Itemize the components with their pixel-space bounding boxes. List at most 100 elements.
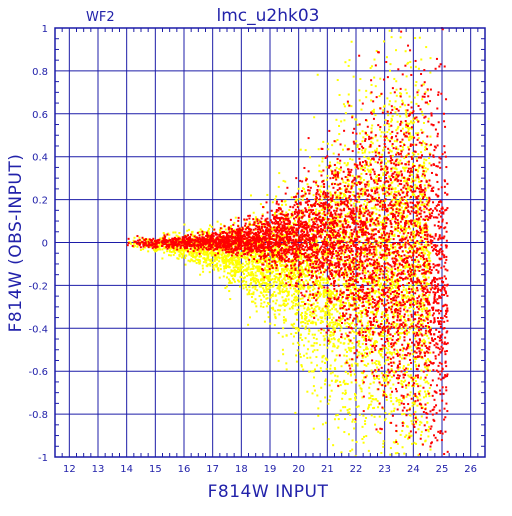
data-point	[382, 446, 384, 448]
data-point	[278, 172, 280, 174]
data-point	[420, 58, 422, 60]
data-point	[365, 435, 367, 437]
data-point	[295, 354, 297, 356]
data-point	[406, 235, 408, 237]
data-point	[375, 85, 377, 87]
data-point	[325, 292, 327, 294]
data-point	[387, 348, 389, 350]
data-point	[385, 273, 387, 275]
data-point	[300, 298, 302, 300]
data-point	[274, 198, 276, 200]
data-point	[172, 231, 174, 233]
data-point	[399, 199, 401, 201]
data-point	[249, 316, 251, 318]
data-point	[351, 322, 353, 324]
data-point	[297, 304, 299, 306]
data-point	[301, 285, 303, 287]
data-point	[351, 421, 353, 423]
data-point	[319, 202, 321, 204]
data-point	[252, 265, 254, 267]
data-point	[427, 358, 429, 360]
data-point	[169, 251, 171, 253]
data-point	[415, 422, 417, 424]
data-point	[364, 423, 366, 425]
data-point	[425, 159, 427, 161]
data-point	[339, 94, 341, 96]
data-point	[300, 356, 302, 358]
data-point	[174, 231, 176, 233]
data-point	[302, 187, 304, 189]
data-point	[388, 125, 390, 127]
data-point	[428, 277, 430, 279]
data-point	[346, 176, 348, 178]
data-point	[274, 314, 276, 316]
data-point	[320, 316, 322, 318]
data-point	[340, 237, 342, 239]
data-point	[348, 343, 350, 345]
data-point	[368, 397, 370, 399]
data-point	[224, 287, 226, 289]
data-point	[363, 349, 365, 351]
data-point	[319, 282, 321, 284]
data-point	[318, 330, 320, 332]
data-point	[358, 89, 360, 91]
data-point	[420, 281, 422, 283]
data-point	[392, 115, 394, 117]
data-point	[333, 239, 335, 241]
data-point	[231, 282, 233, 284]
data-point	[325, 357, 327, 359]
data-point	[233, 257, 235, 259]
data-point	[367, 363, 369, 365]
data-point	[334, 290, 336, 292]
data-point	[419, 198, 421, 200]
data-point	[402, 128, 404, 130]
data-point	[343, 342, 345, 344]
data-point	[267, 265, 269, 267]
data-point	[280, 282, 282, 284]
data-point	[374, 114, 376, 116]
data-point	[266, 259, 268, 261]
data-point	[426, 197, 428, 199]
data-point	[379, 95, 381, 97]
data-point	[295, 199, 297, 201]
data-point	[412, 286, 414, 288]
data-point	[385, 359, 387, 361]
data-point	[385, 119, 387, 121]
data-point	[344, 418, 346, 420]
data-point	[399, 257, 401, 259]
data-point	[402, 350, 404, 352]
data-point	[363, 188, 365, 190]
data-point	[424, 177, 426, 179]
data-point	[312, 370, 314, 372]
data-point	[343, 283, 345, 285]
data-point	[257, 279, 259, 281]
data-point	[298, 285, 300, 287]
data-point	[182, 248, 184, 250]
data-point	[159, 248, 161, 250]
data-point	[368, 450, 370, 452]
data-point	[326, 368, 328, 370]
data-point	[368, 157, 370, 159]
data-point	[256, 310, 258, 312]
data-point	[345, 383, 347, 385]
data-point	[308, 320, 310, 322]
data-point	[322, 308, 324, 310]
data-point	[372, 311, 374, 313]
data-point	[315, 306, 317, 308]
data-point	[355, 235, 357, 237]
data-point	[320, 332, 322, 334]
data-point	[424, 276, 426, 278]
data-point	[262, 281, 264, 283]
data-point	[428, 252, 430, 254]
data-point	[339, 330, 341, 332]
data-point	[222, 261, 224, 263]
data-point	[351, 365, 353, 367]
data-point	[219, 264, 221, 266]
data-point	[328, 337, 330, 339]
data-point	[387, 267, 389, 269]
data-point	[354, 421, 356, 423]
data-point	[355, 381, 357, 383]
data-point	[322, 157, 324, 159]
data-point	[423, 162, 425, 164]
data-point	[315, 208, 317, 210]
